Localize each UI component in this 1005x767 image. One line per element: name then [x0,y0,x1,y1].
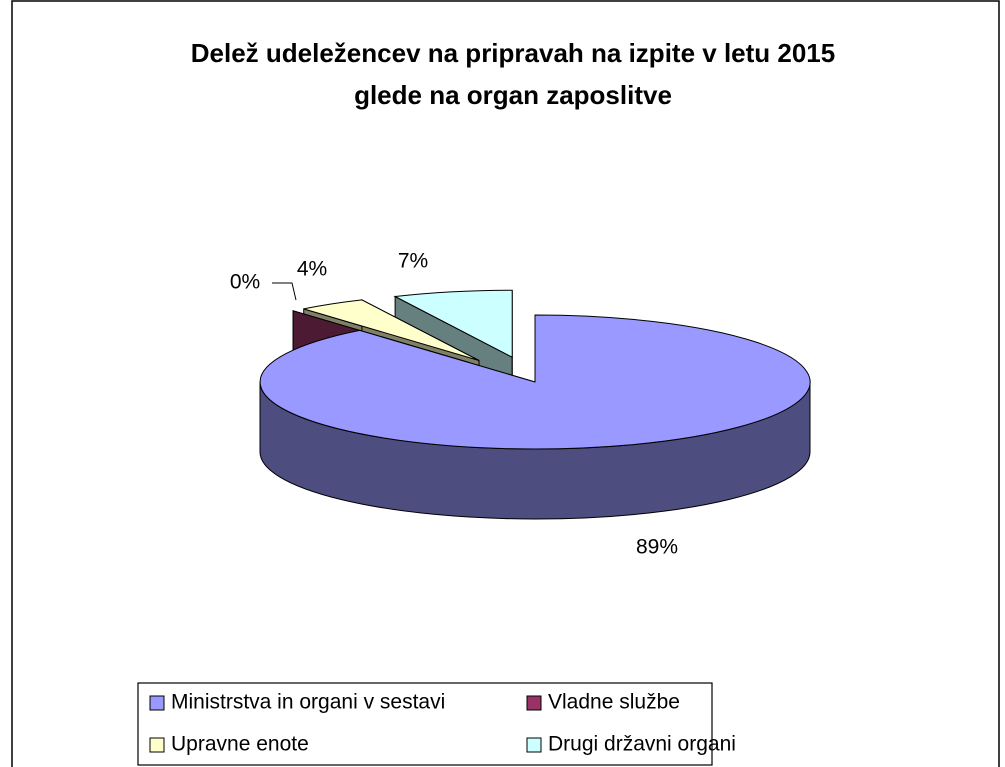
data-label: 7% [398,250,428,273]
legend-swatch [526,737,542,753]
data-label: 89% [636,536,678,559]
slice [393,289,513,359]
legend-swatch [149,737,165,753]
chart-title: Delež udeležencev na pripravah na izpite… [191,38,835,68]
legend-box [137,682,713,766]
legend-swatch [526,695,542,711]
chart-title: glede na organ zaposlitve [354,80,672,110]
legend-label: Upravne enote [171,733,309,756]
legend-swatch [149,695,165,711]
chart-frame [11,0,1000,767]
slice [259,314,811,450]
leader-line [272,282,297,301]
data-label: 4% [297,258,327,281]
data-label: 0% [230,271,260,294]
legend-label: Ministrstva in organi v sestavi [171,691,445,714]
slice [303,299,480,361]
legend-label: Vladne službe [548,691,680,714]
legend-label: Drugi državni organi [548,733,736,756]
